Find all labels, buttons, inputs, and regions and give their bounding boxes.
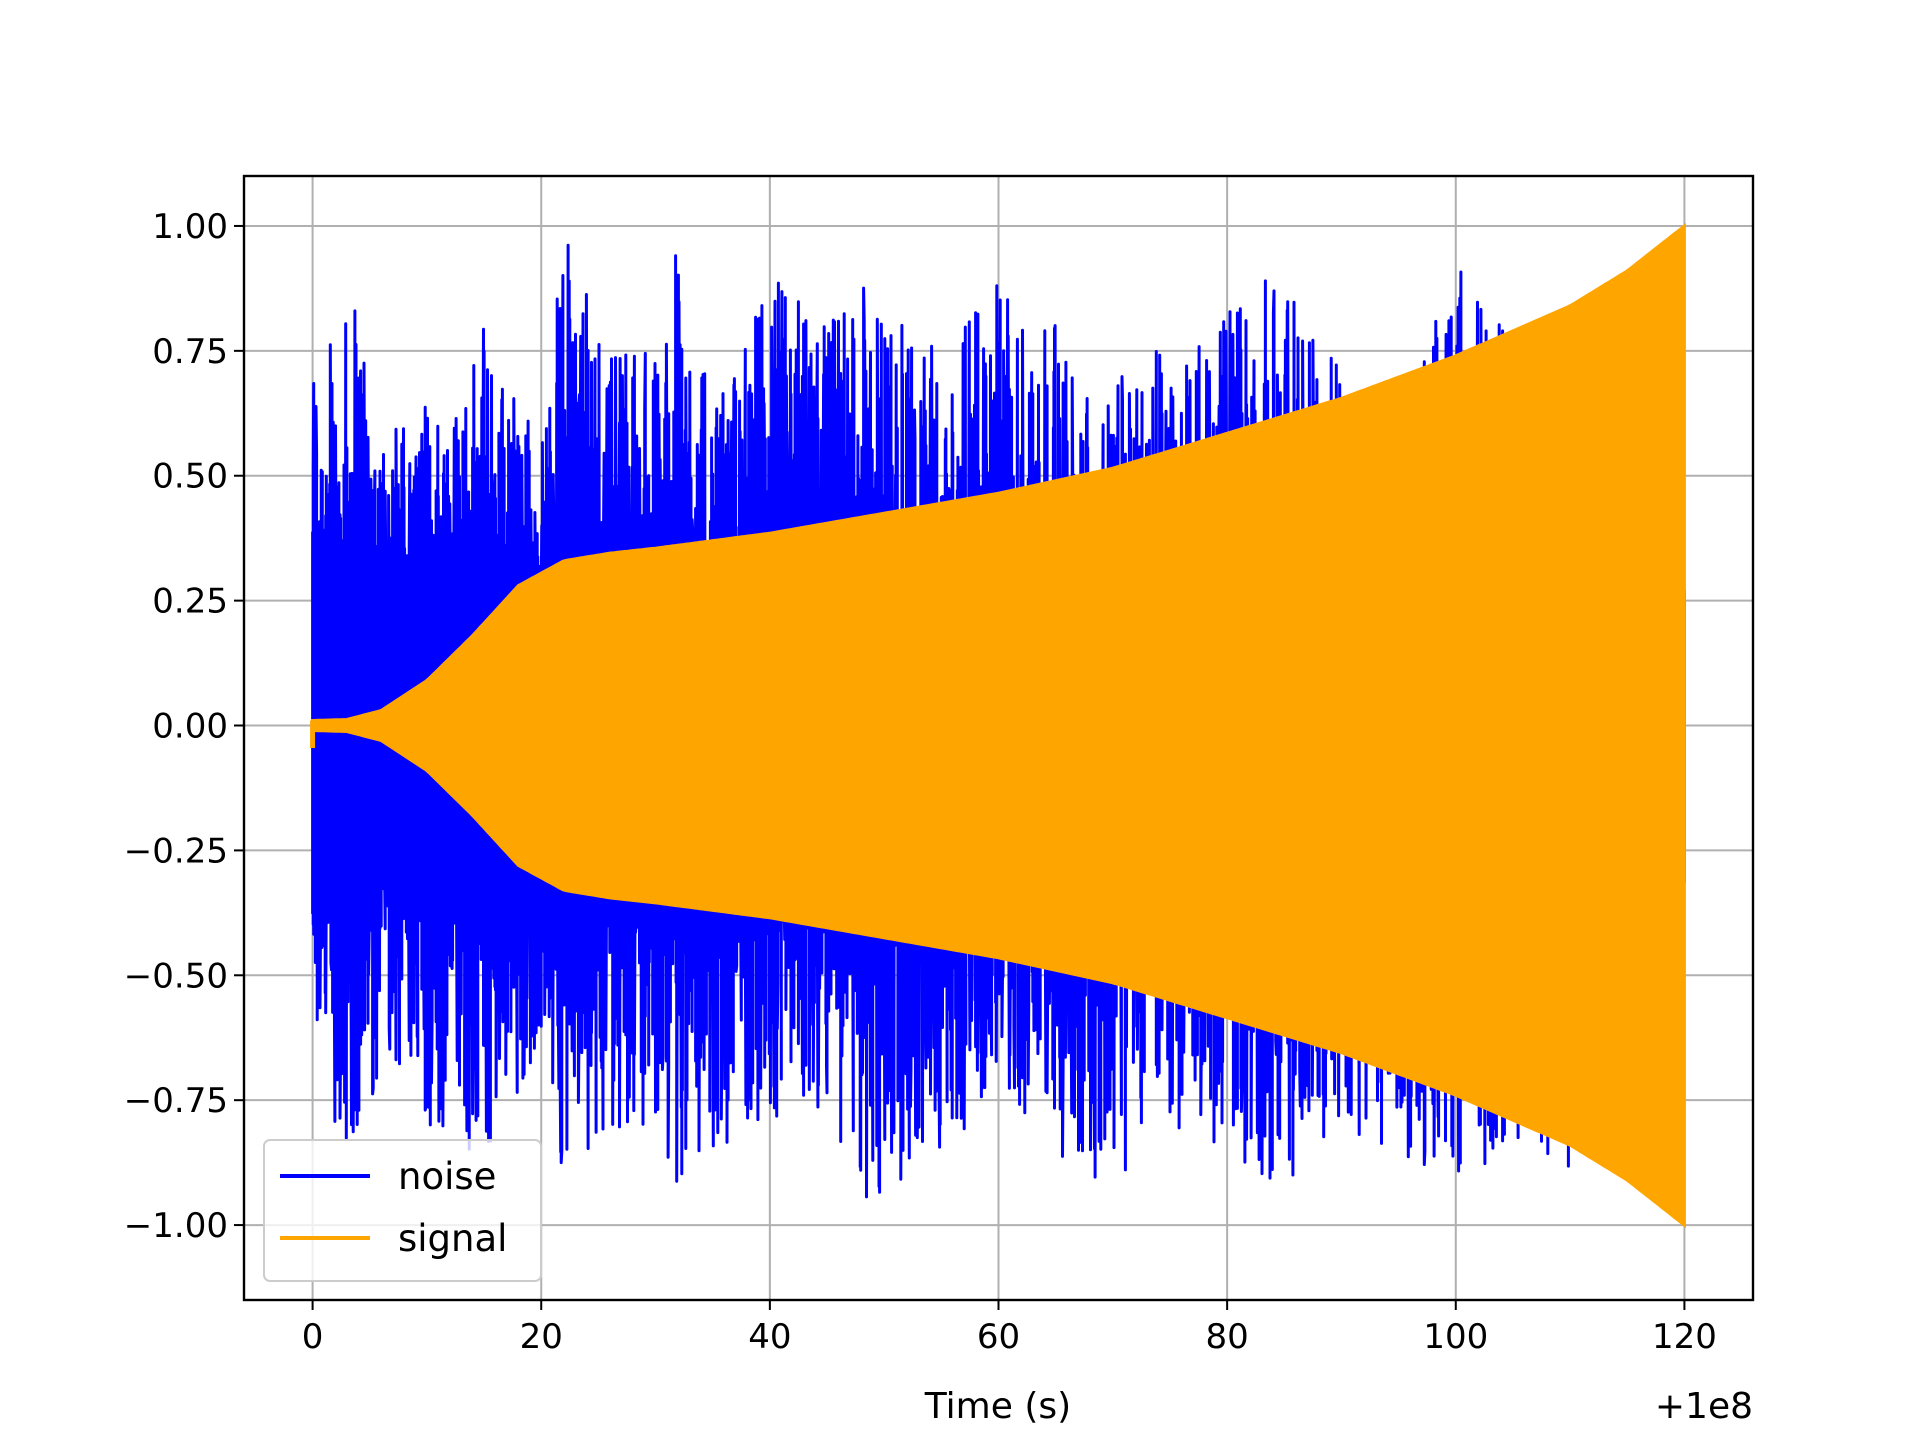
y-tick-label: −0.25 (124, 831, 228, 871)
x-tick-label: 20 (520, 1317, 563, 1357)
y-tick-label: 0.00 (152, 707, 228, 747)
legend-label-signal: signal (398, 1217, 507, 1260)
plot-area (310, 222, 1686, 1229)
y-tick-label: −1.00 (124, 1206, 228, 1246)
legend-label-noise: noise (398, 1155, 496, 1198)
y-tick-label: 0.50 (152, 457, 228, 497)
x-tick-label: 0 (302, 1317, 324, 1357)
y-tick-label: 0.75 (152, 332, 228, 372)
x-tick-label: 40 (748, 1317, 791, 1357)
x-tick-label: 80 (1206, 1317, 1249, 1357)
x-tick-label: 60 (977, 1317, 1020, 1357)
legend: noise signal (263, 1139, 542, 1282)
x-axis-offset-label: +1e8 (1655, 1386, 1753, 1427)
x-axis-label: Time (s) (924, 1386, 1071, 1427)
y-tick-label: 1.00 (152, 207, 228, 247)
y-tick-label: 0.25 (152, 582, 228, 622)
axis-ticks: 0 20 40 60 80 100 120 1.00 0.75 0.50 0.25 0.00 −0.25… (124, 207, 1717, 1357)
x-tick-label: 100 (1423, 1317, 1488, 1357)
y-tick-label: −0.50 (124, 956, 228, 996)
y-tick-label: −0.75 (124, 1081, 228, 1121)
series-signal-line (311, 222, 1686, 1229)
x-tick-label: 120 (1652, 1317, 1717, 1357)
